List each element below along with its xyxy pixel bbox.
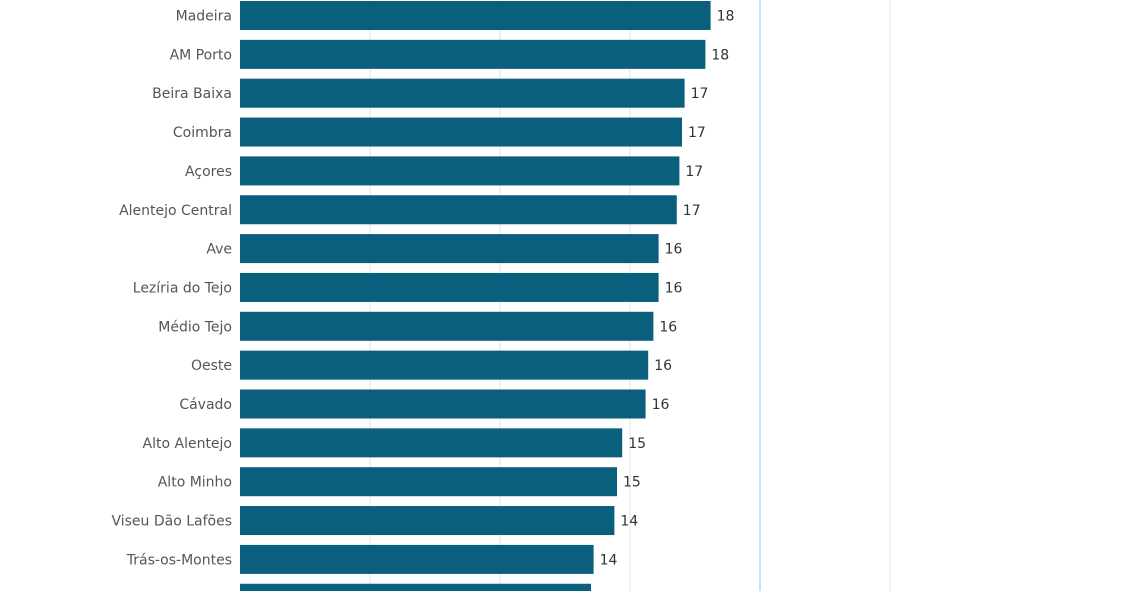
- bar[interactable]: [240, 428, 623, 458]
- bar[interactable]: [240, 117, 682, 147]
- data-label: 17: [685, 164, 703, 180]
- bar[interactable]: [240, 195, 677, 225]
- data-label: 16: [665, 280, 683, 296]
- bar[interactable]: [240, 350, 649, 380]
- bar[interactable]: [240, 78, 685, 108]
- bar[interactable]: [240, 389, 646, 419]
- bar[interactable]: [240, 544, 594, 574]
- category-label: Madeira: [176, 9, 232, 25]
- category-label: Alto Alentejo: [143, 436, 232, 452]
- category-label: Cávado: [179, 397, 232, 413]
- data-label: 16: [654, 358, 672, 374]
- data-label: 16: [665, 242, 683, 258]
- bar[interactable]: [240, 1, 711, 30]
- bar[interactable]: [240, 272, 659, 302]
- bars: [240, 1, 711, 591]
- category-label: Alentejo Central: [119, 203, 232, 219]
- data-label: 18: [711, 47, 729, 63]
- data-label: 17: [688, 125, 706, 141]
- category-label: Ave: [206, 242, 232, 258]
- data-label: 16: [652, 397, 670, 413]
- category-label: AM Porto: [170, 47, 232, 63]
- bar[interactable]: [240, 467, 617, 497]
- category-label: Trás-os-Montes: [126, 552, 232, 568]
- bar[interactable]: [240, 506, 615, 536]
- category-label: Açores: [185, 164, 232, 180]
- category-label: Coimbra: [173, 125, 232, 141]
- bar[interactable]: [240, 156, 680, 186]
- bar[interactable]: [240, 311, 654, 341]
- category-label: Médio Tejo: [158, 319, 232, 335]
- category-label: Beira Baixa: [152, 86, 232, 102]
- data-label: 16: [659, 319, 677, 335]
- bar[interactable]: [240, 234, 659, 264]
- data-label: 17: [683, 203, 701, 219]
- data-label: 14: [600, 552, 618, 568]
- bar[interactable]: [240, 583, 591, 591]
- category-label: Viseu Dão Lafões: [111, 514, 232, 530]
- category-label: Oeste: [191, 358, 232, 374]
- data-label: 17: [691, 86, 709, 102]
- value-labels: 18 18 17 17 17 17 16 16 16 16 16 15 15 14 14: [600, 9, 735, 569]
- category-labels: Madeira AM Porto Beira Baixa Coimbra Açores A…: [111, 9, 232, 569]
- data-label: 14: [620, 514, 638, 530]
- bar[interactable]: [240, 39, 706, 69]
- category-label: Lezíria do Tejo: [133, 280, 232, 296]
- category-label: Alto Minho: [158, 475, 232, 491]
- data-label: 15: [628, 436, 646, 452]
- data-label: 15: [623, 475, 641, 491]
- data-label: 18: [717, 9, 735, 25]
